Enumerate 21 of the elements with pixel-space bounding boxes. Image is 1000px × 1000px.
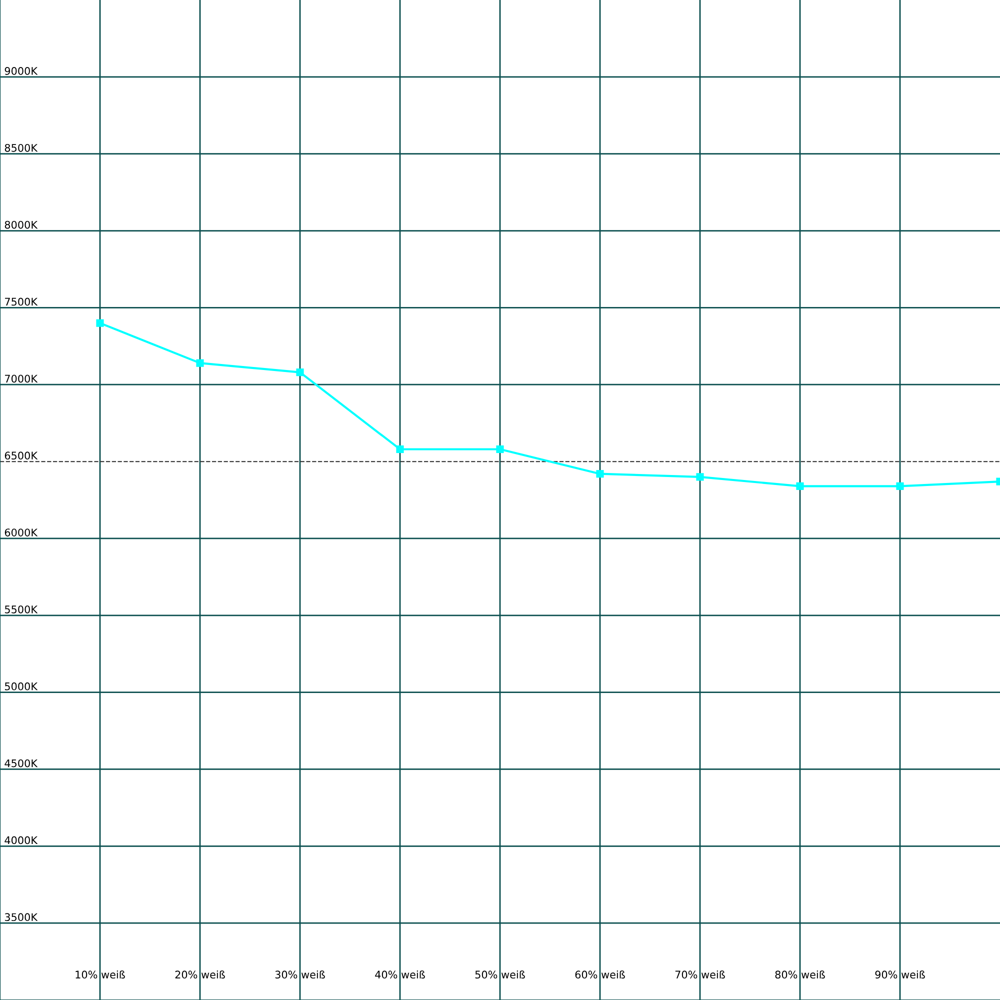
x-tick-label: 20% weiß [175, 970, 225, 979]
y-tick-label: 5500K [4, 605, 38, 614]
y-tick-label: 3500K [4, 913, 38, 922]
x-tick-label: 60% weiß [575, 970, 625, 979]
x-tick-label: 90% weiß [875, 970, 925, 979]
y-tick-label: 8500K [4, 144, 38, 152]
x-tick-label: 10% weiß [76, 970, 125, 979]
y-tick-label: 6000K [4, 528, 38, 536]
y-tick-label: 4000K [4, 836, 38, 844]
y-tick-label: 5000K [4, 682, 38, 690]
x-tick-label: 50% weiß [475, 970, 525, 979]
x-tick-label: 30% weiß [275, 970, 325, 979]
y-tick-label: 7500K [5, 298, 38, 306]
x-tick-label: 70% weiß [675, 970, 725, 979]
y-tick-label: 8000K [4, 220, 38, 229]
y-tick-label: 4500K [4, 759, 38, 768]
x-tick-label: 80% weiß [775, 970, 825, 979]
x-tick-label: 40% weiß [375, 970, 425, 979]
y-tick-label: 9000K [4, 67, 38, 75]
y-tick-label: 6500K [4, 452, 38, 460]
y-tick-label: 7000K [5, 374, 38, 383]
